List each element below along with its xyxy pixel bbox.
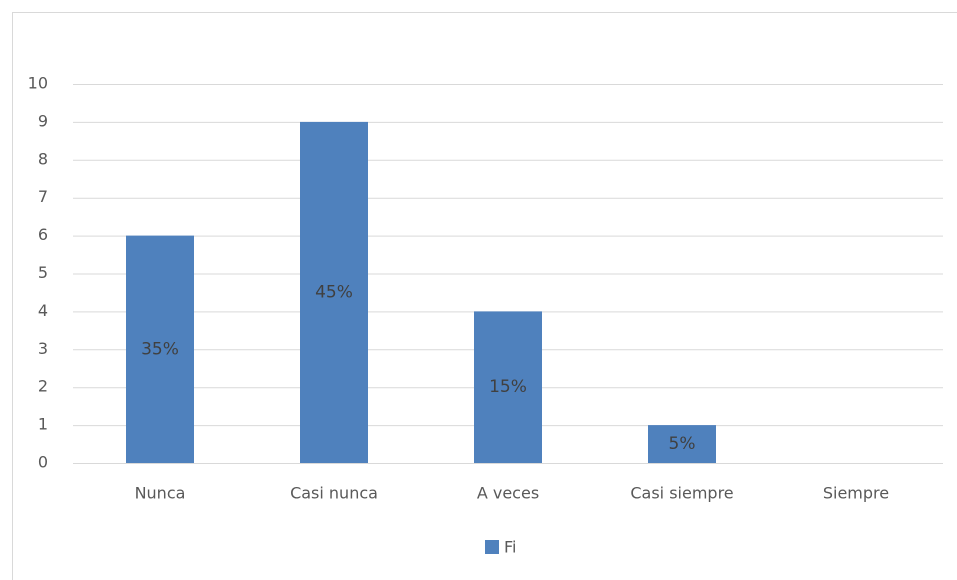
- y-tick-label: 1: [38, 415, 48, 434]
- y-tick-label: 4: [38, 301, 48, 320]
- legend-swatch: [485, 540, 499, 554]
- y-tick-label: 10: [28, 74, 48, 93]
- x-tick-label: Nunca: [135, 484, 186, 503]
- x-tick-label: Casi siempre: [630, 484, 733, 503]
- y-tick-label: 6: [38, 225, 48, 244]
- data-label: 35%: [141, 339, 179, 359]
- data-label: 15%: [489, 377, 527, 397]
- x-tick-label: Siempre: [823, 484, 889, 503]
- data-label: 5%: [669, 434, 696, 454]
- y-tick-label: 9: [38, 111, 48, 130]
- legend-label: Fi: [504, 538, 516, 557]
- y-tick-label: 7: [38, 187, 48, 206]
- y-tick-label: 0: [38, 453, 48, 472]
- bar: [126, 235, 194, 463]
- bar: [474, 311, 542, 463]
- bar: [648, 425, 716, 463]
- x-tick-label: A veces: [477, 484, 539, 503]
- bar: [300, 121, 368, 464]
- y-tick-label: 3: [38, 339, 48, 358]
- x-tick-label: Casi nunca: [290, 484, 378, 503]
- y-tick-label: 2: [38, 377, 48, 396]
- y-tick-label: 8: [38, 149, 48, 168]
- y-tick-label: 5: [38, 263, 48, 282]
- data-label: 45%: [315, 282, 353, 302]
